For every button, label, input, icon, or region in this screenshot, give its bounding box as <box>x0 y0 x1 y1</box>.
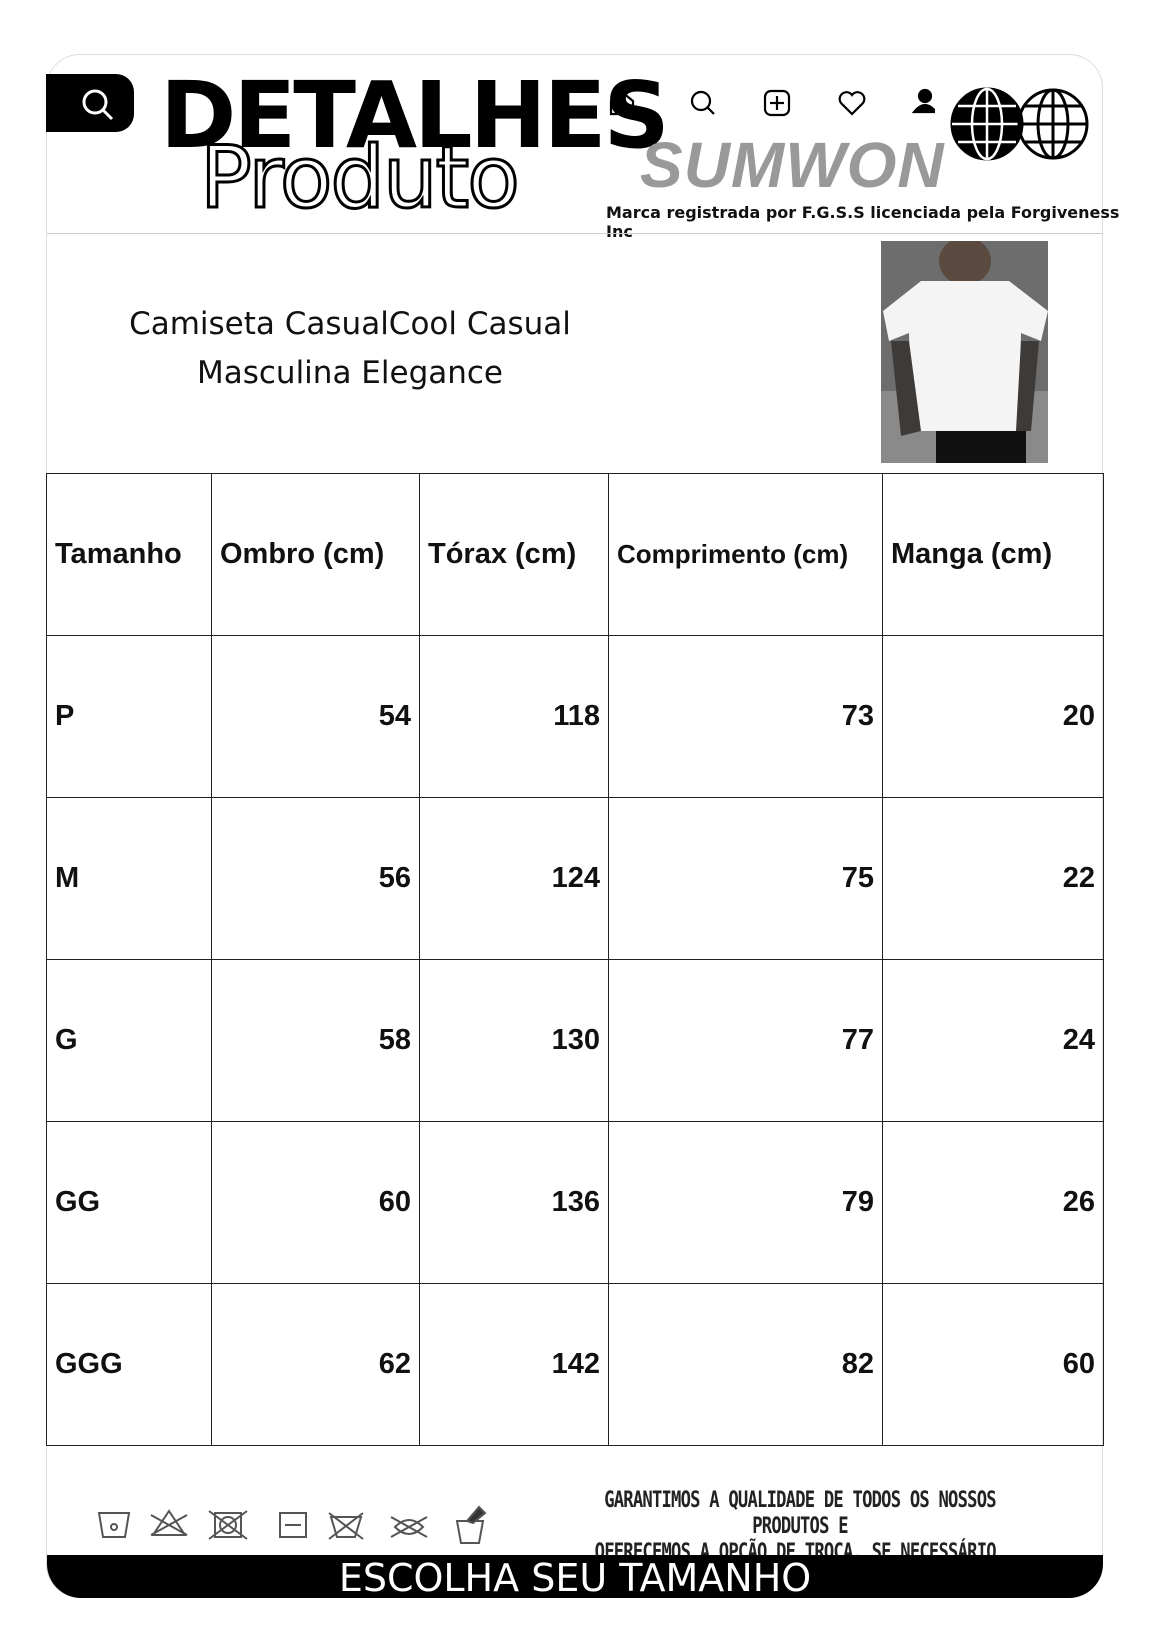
brand: SUMWON <box>640 129 945 201</box>
product-name-line: Camiseta CasualCool Casual <box>129 306 571 342</box>
table-cell: P <box>46 635 212 798</box>
table-cell: M <box>46 797 212 960</box>
care-icons <box>97 1505 487 1544</box>
table-cell: 73 <box>608 635 883 798</box>
size-table: Tamanho Ombro (cm) Tórax (cm) Comprimento (… <box>46 473 1104 1446</box>
trademark: Marca registrada por F.G.S.S licenciada … <box>606 203 1120 241</box>
table-cell: 75 <box>608 797 883 960</box>
header-cell: Manga (cm) <box>882 473 1104 636</box>
header-row: Tamanho Ombro (cm) Tórax (cm) Comprimento (… <box>46 473 1104 636</box>
table-cell: 26 <box>882 1121 1104 1284</box>
table-cell: 60 <box>882 1283 1104 1446</box>
search-button[interactable] <box>46 74 134 132</box>
table-cell: GGG <box>46 1283 212 1446</box>
title-line1: DETALHES <box>160 62 670 169</box>
table-row: P 54 118 73 20 <box>46 635 1104 798</box>
table-cell: 56 <box>211 797 420 960</box>
banner[interactable]: ESCOLHA SEU TAMANHO <box>47 1555 1103 1600</box>
divider <box>47 233 1103 234</box>
table-cell: 142 <box>419 1283 609 1446</box>
table-cell: 60 <box>211 1121 420 1284</box>
header-cell: Tórax (cm) <box>419 473 609 636</box>
table-cell: 124 <box>419 797 609 960</box>
table-row: G 58 130 77 24 <box>46 959 1104 1122</box>
table-cell: 77 <box>608 959 883 1122</box>
guarantee-line: GARANTIMOS A QUALIDADE DE TODOS OS NOSSO… <box>604 1488 996 1539</box>
table-cell: GG <box>46 1121 212 1284</box>
table-cell: 82 <box>608 1283 883 1446</box>
table-cell: 20 <box>882 635 1104 798</box>
table-row: M 56 124 75 22 <box>46 797 1104 960</box>
product-name: Camiseta CasualCool Casual Masculina Eleg… <box>60 300 640 398</box>
table-cell: G <box>46 959 212 1122</box>
globe-logo <box>950 87 1089 161</box>
table-cell: 79 <box>608 1121 883 1284</box>
product-name-line: Masculina Elegance <box>196 355 504 391</box>
table-cell: 62 <box>211 1283 420 1446</box>
table-cell: 58 <box>211 959 420 1122</box>
header-cell: Ombro (cm) <box>211 473 420 636</box>
table-cell: 22 <box>882 797 1104 960</box>
table-cell: 54 <box>211 635 420 798</box>
table-cell: 24 <box>882 959 1104 1122</box>
nav-icons <box>609 88 935 117</box>
table-cell: 118 <box>419 635 609 798</box>
table-cell: 130 <box>419 959 609 1122</box>
table-row: GGG 62 142 82 60 <box>46 1283 1104 1446</box>
table-row: GG 60 136 79 26 <box>46 1121 1104 1284</box>
product-photo <box>881 241 1048 463</box>
header-cell: Tamanho <box>46 473 212 636</box>
title-line2: Produto <box>199 127 522 230</box>
table-cell: 136 <box>419 1121 609 1284</box>
header-cell: Comprimento (cm) <box>608 473 883 636</box>
